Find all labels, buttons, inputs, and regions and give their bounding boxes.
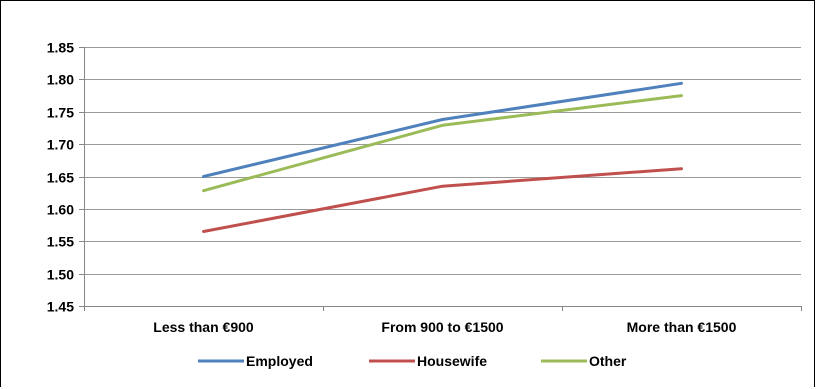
legend-label-housewife: Housewife bbox=[417, 353, 487, 369]
y-tick-label: 1.50 bbox=[47, 267, 74, 283]
y-tick-label: 1.80 bbox=[47, 72, 74, 88]
series-line-other bbox=[202, 94, 683, 193]
legend: Employed Housewife Other bbox=[198, 353, 627, 369]
series-line-housewife bbox=[202, 167, 683, 233]
y-tick-label: 1.85 bbox=[47, 40, 74, 56]
x-tick-label: From 900 to €1500 bbox=[381, 319, 503, 335]
x-tick-labels: Less than €900 From 900 to €1500 More than… bbox=[153, 319, 736, 335]
y-tick-label: 1.45 bbox=[47, 299, 74, 315]
x-tick-label: Less than €900 bbox=[153, 319, 254, 335]
x-tick-label: More than €1500 bbox=[627, 319, 737, 335]
y-tick-label: 1.75 bbox=[47, 105, 74, 121]
gridlines bbox=[84, 47, 801, 307]
legend-label-other: Other bbox=[589, 353, 627, 369]
y-tick-label: 1.65 bbox=[47, 170, 74, 186]
y-tick-label: 1.55 bbox=[47, 234, 74, 250]
axes bbox=[79, 47, 802, 311]
y-tick-labels: 1.45 1.50 1.55 1.60 1.65 1.70 1.75 1.80 1.85 bbox=[47, 40, 74, 315]
y-tick-label: 1.70 bbox=[47, 137, 74, 153]
series-lines bbox=[202, 81, 683, 233]
y-tick-label: 1.60 bbox=[47, 202, 74, 218]
legend-label-employed: Employed bbox=[246, 353, 313, 369]
series-line-employed bbox=[202, 81, 683, 178]
